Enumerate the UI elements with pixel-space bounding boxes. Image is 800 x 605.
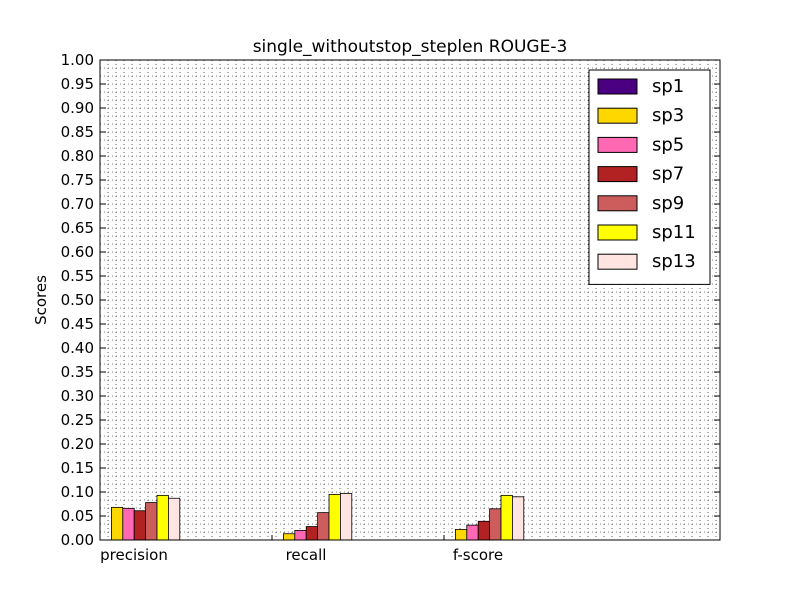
y-tick-label: 0.05 <box>61 507 94 525</box>
bar-sp3-precision <box>111 506 124 541</box>
y-tick-label: 0.60 <box>61 243 94 261</box>
y-tick-label: 0.55 <box>61 267 94 285</box>
bar-sp11-precision <box>156 494 169 541</box>
bar-sp5-recall <box>294 530 307 541</box>
y-tick-label: 0.35 <box>61 363 94 381</box>
bar-sp7-recall <box>305 526 319 541</box>
y-axis-label: Scores <box>32 275 50 325</box>
legend-label-sp7: sp7 <box>652 164 684 185</box>
bar-sp3-f-score <box>454 529 468 541</box>
bar-sp9-precision <box>145 502 158 541</box>
y-tick-label: 0.90 <box>61 99 94 117</box>
y-tick-label: 0.15 <box>61 459 94 477</box>
x-tick-label: f-score <box>453 546 503 564</box>
bar-sp11-f-score <box>500 494 513 541</box>
bar-sp13-f-score <box>512 496 525 541</box>
y-tick-label: 0.30 <box>61 387 94 405</box>
bar-sp7-precision <box>133 510 146 541</box>
axes: 0.00 0.05 0.10 0.15 0.20 0.25 0.30 0.35 0.40 0.45… <box>61 51 720 564</box>
chart-title: single_withoutstop_steplen ROUGE-3 <box>253 37 568 57</box>
legend-swatch-sp3 <box>597 107 638 124</box>
y-tick-label: 1.00 <box>61 51 94 69</box>
bar-sp9-recall <box>317 512 330 541</box>
y-tick-label: 0.75 <box>61 171 94 189</box>
legend-swatch-sp7 <box>597 166 638 183</box>
legend-label-sp1: sp1 <box>652 76 684 97</box>
y-tick-label: 0.40 <box>61 339 94 357</box>
legend: sp1 sp3 sp5 sp7 sp9 sp11 sp13 <box>588 69 711 285</box>
y-tick-label: 0.65 <box>61 219 94 237</box>
legend-swatch-sp1 <box>597 78 638 95</box>
bar-sp5-precision <box>122 507 135 541</box>
y-tick-label: 0.20 <box>61 435 94 453</box>
y-tick-label: 0.85 <box>61 123 94 141</box>
y-tick-label: 0.50 <box>61 291 94 309</box>
y-tick-label: 0.45 <box>61 315 94 333</box>
x-tick-label: precision <box>100 546 168 564</box>
bar-sp13-recall <box>339 493 353 541</box>
legend-label-sp5: sp5 <box>652 134 684 155</box>
legend-swatch-sp13 <box>597 253 638 270</box>
legend-label-sp11: sp11 <box>652 222 696 243</box>
bar-sp9-f-score <box>489 508 502 541</box>
y-tick-label: 0.00 <box>61 531 94 549</box>
bar-sp13-precision <box>167 497 181 541</box>
legend-swatch-sp9 <box>597 195 638 212</box>
y-tick-label: 0.10 <box>61 483 94 501</box>
y-tick-label: 0.25 <box>61 411 94 429</box>
legend-swatch-sp5 <box>597 136 638 153</box>
legend-label-sp3: sp3 <box>652 105 684 126</box>
bar-sp11-recall <box>328 493 341 541</box>
y-tick-label: 0.95 <box>61 75 94 93</box>
y-tick-label: 0.80 <box>61 147 94 165</box>
bar-sp7-f-score <box>477 520 491 541</box>
legend-label-sp13: sp13 <box>652 251 696 272</box>
bar-sp3-recall <box>282 533 296 541</box>
legend-label-sp9: sp9 <box>652 193 684 214</box>
legend-swatch-sp11 <box>597 224 638 241</box>
y-tick-label: 0.70 <box>61 195 94 213</box>
x-tick-label: recall <box>286 546 327 564</box>
bar-sp5-f-score <box>466 524 479 541</box>
